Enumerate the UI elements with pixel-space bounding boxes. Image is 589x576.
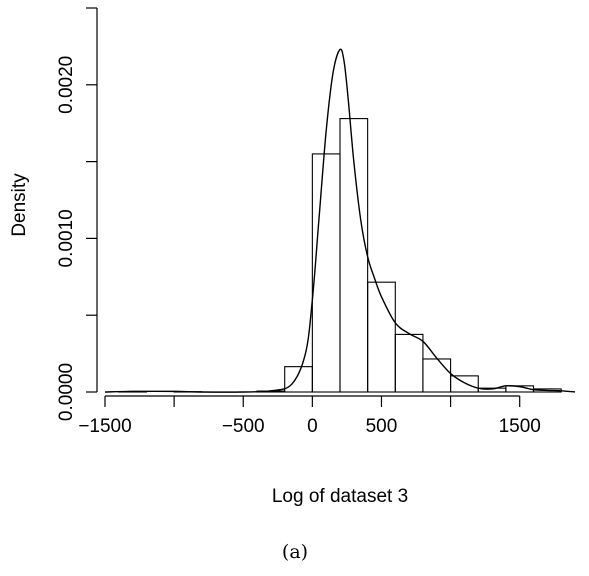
y-axis-label: Density (9, 173, 30, 237)
y-tick-label: 0.0020 (56, 56, 77, 114)
histogram-bar (394, 333, 424, 393)
x-tick-label: −1500 (78, 416, 131, 437)
x-tick-label: 500 (366, 416, 398, 437)
x-tick-label: 0 (307, 416, 318, 437)
histogram-bars (118, 118, 562, 393)
x-axis-ticks: −1500 −500 0 500 1500 (78, 396, 541, 437)
x-tick-label: −500 (222, 416, 265, 437)
y-tick-label: 0.0010 (56, 209, 77, 267)
y-axis-ticks: 0.0000 0.0010 0.0020 (56, 7, 97, 421)
y-tick-label: 0.0000 (56, 363, 77, 421)
histogram-bar (311, 153, 341, 393)
histogram-bar (284, 366, 313, 393)
histogram-bar (367, 281, 396, 393)
figure-caption: (a) (282, 541, 308, 563)
x-tick-label: 1500 (499, 416, 541, 437)
density-curve (104, 48, 576, 393)
histogram-bar (450, 375, 479, 393)
histogram-bar (422, 358, 452, 393)
x-axis-label: Log of dataset 3 (272, 486, 408, 507)
